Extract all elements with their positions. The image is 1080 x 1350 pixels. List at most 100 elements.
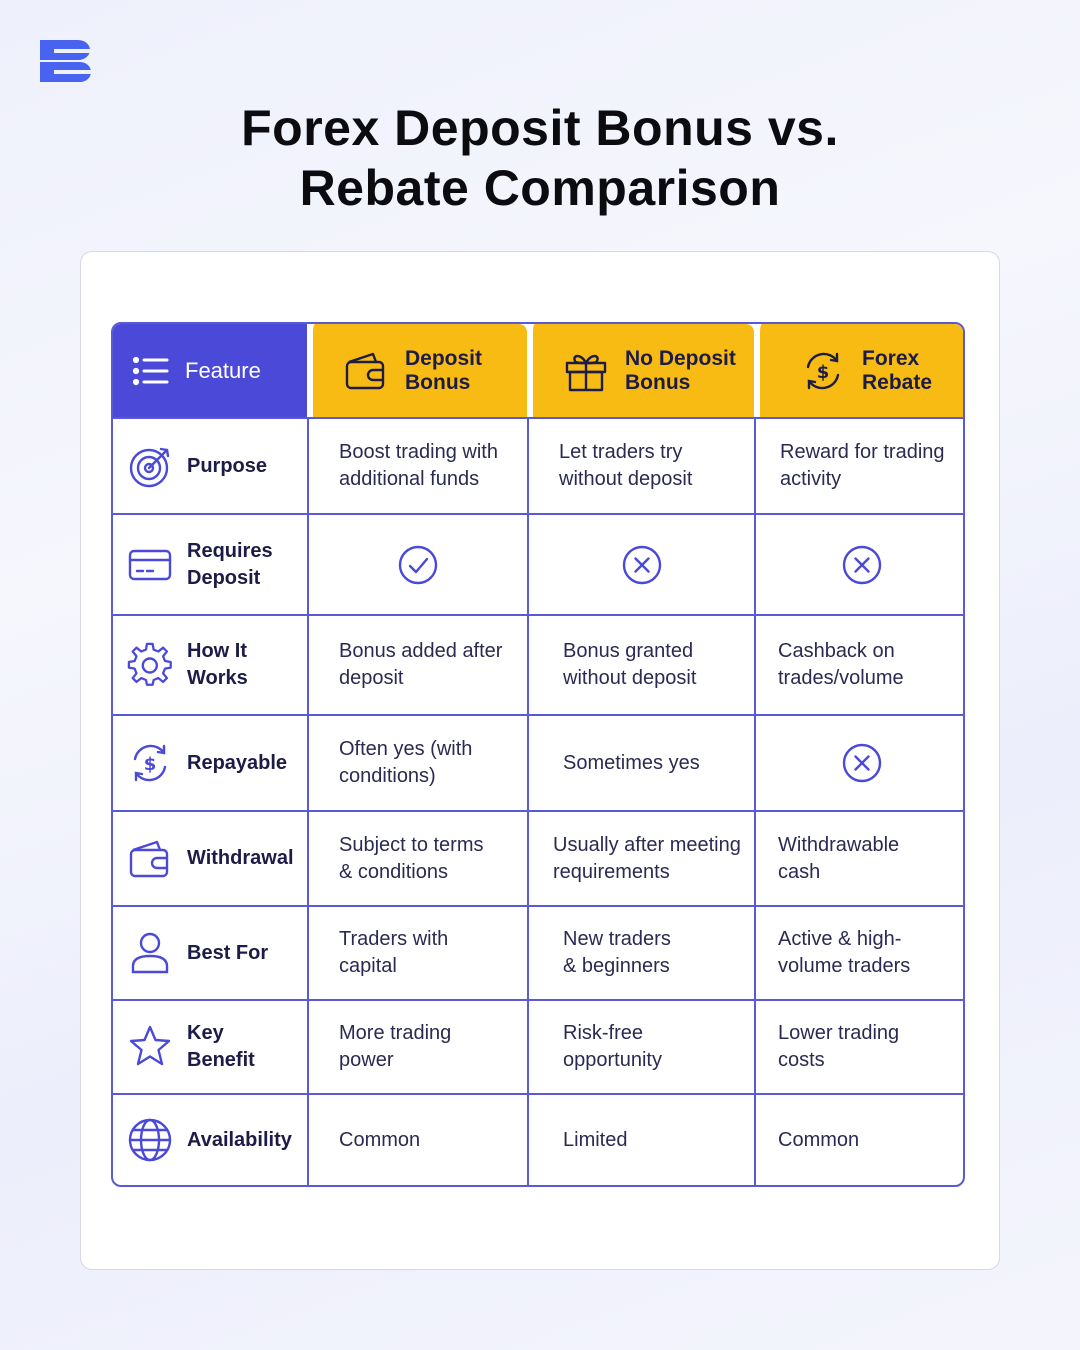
- table-cell: More trading power: [307, 999, 527, 1093]
- table-cell: Usually after meeting requirements: [527, 810, 754, 905]
- header-label-line: No Deposit: [625, 346, 736, 370]
- credit-card-icon: [128, 549, 172, 580]
- cell-line: conditions): [339, 765, 436, 787]
- table-cell: Let traders try without deposit: [527, 417, 754, 513]
- table-cell: Limited: [527, 1093, 754, 1185]
- target-icon: [129, 447, 170, 488]
- header-label-line: Rebate: [862, 370, 933, 394]
- feature-purpose: Purpose: [113, 417, 307, 513]
- cell-line: requirements: [553, 860, 670, 883]
- cell-line: Common: [339, 1128, 421, 1151]
- table-cell: [754, 714, 963, 810]
- table-cell: Often yes (with conditions): [307, 714, 527, 810]
- header-label-line: Bonus: [405, 370, 471, 394]
- cell-line: Risk-free: [563, 1022, 644, 1044]
- cell-line: & conditions: [339, 860, 448, 883]
- cell-line: Sometimes yes: [563, 751, 700, 774]
- check-circle-icon: [398, 545, 438, 584]
- table-cell: Boost trading with additional funds: [307, 417, 527, 513]
- table-cell: Cashback on trades/volume: [754, 614, 963, 714]
- feature-label: Withdrawal: [187, 847, 294, 869]
- title-line-2: Rebate Comparison: [299, 160, 781, 216]
- cell-line: Cashback on: [778, 640, 895, 662]
- cell-line: without deposit: [563, 667, 697, 689]
- header-forex-rebate: $ Forex Rebate: [754, 324, 963, 417]
- feature-best-for: Best For: [113, 905, 307, 999]
- feature-label: Repayable: [187, 751, 288, 774]
- header-feature: Feature: [113, 324, 307, 417]
- header-label-line: Deposit: [405, 346, 483, 370]
- gear-icon: [127, 642, 172, 686]
- globe-icon: [128, 1118, 172, 1162]
- cell-line: Usually after meeting: [553, 833, 741, 856]
- table-cell: [307, 513, 527, 614]
- header-no-deposit-bonus: No Deposit Bonus: [527, 324, 754, 417]
- wallet-icon: [345, 352, 385, 389]
- list-icon: [132, 356, 169, 385]
- feature-label: Best For: [187, 941, 269, 964]
- table-cell: [527, 513, 754, 614]
- cell-line: Bonus granted: [563, 640, 694, 662]
- dollar-cycle-icon: $: [806, 352, 840, 389]
- cell-line: Lower trading: [778, 1022, 900, 1044]
- feature-availability: Availability: [113, 1093, 307, 1185]
- svg-text:$: $: [144, 754, 157, 775]
- table-cell: Sometimes yes: [527, 714, 754, 810]
- dollar-cycle-icon: $: [133, 744, 167, 782]
- cell-line: Traders with: [339, 928, 449, 950]
- table-cell: Bonus added after deposit: [307, 614, 527, 714]
- user-icon: [131, 932, 169, 974]
- header-deposit-bonus: Deposit Bonus: [307, 324, 527, 417]
- feature-label: How It: [187, 640, 247, 662]
- header-label-line: Bonus: [625, 370, 691, 394]
- wallet-icon: [129, 840, 169, 877]
- cell-line: New traders: [563, 928, 671, 950]
- cell-line: Withdrawable: [778, 833, 900, 856]
- header-feature-label: Feature: [185, 357, 261, 383]
- feature-label: Requires: [187, 539, 273, 562]
- table-cell: Bonus granted without deposit: [527, 614, 754, 714]
- cross-circle-icon: [622, 545, 661, 584]
- cell-line: Let traders try: [559, 441, 683, 463]
- cell-line: Bonus added after: [339, 640, 503, 662]
- cell-line: additional funds: [339, 468, 480, 490]
- table-cell: Traders with capital: [307, 905, 527, 999]
- comparison-table: Feature Deposit Bonus No Deposit Bonus $ F…: [111, 322, 965, 1187]
- cell-line: Reward for trading: [780, 441, 945, 463]
- title-line-1: Forex Deposit Bonus vs.: [241, 100, 839, 156]
- cross-circle-icon: [842, 743, 881, 783]
- cell-line: More trading: [339, 1022, 452, 1044]
- feature-label: Works: [187, 667, 248, 689]
- table-cell: Reward for trading activity: [754, 417, 963, 513]
- cell-line: capital: [339, 955, 397, 977]
- feature-key-benefit: Key Benefit: [113, 999, 307, 1093]
- cell-line: Boost trading with: [339, 441, 498, 463]
- cell-line: Often yes (with: [339, 738, 473, 760]
- feature-requires-deposit: Requires Deposit: [113, 513, 307, 614]
- cell-line: power: [339, 1049, 394, 1071]
- cell-line: opportunity: [563, 1049, 662, 1071]
- cell-line: & beginners: [563, 955, 670, 977]
- table-cell: [754, 513, 963, 614]
- feature-label: Purpose: [187, 454, 268, 477]
- table-cell: Active & high-volume traders: [754, 905, 963, 999]
- cell-line: cash: [778, 860, 821, 883]
- cell-line: Subject to terms: [339, 833, 484, 856]
- table-cell: Subject to terms & conditions: [307, 810, 527, 905]
- feature-label: Deposit: [187, 566, 261, 589]
- table-cell: Risk-free opportunity: [527, 999, 754, 1093]
- table-cell: Common: [754, 1093, 963, 1185]
- cell-line: without deposit: [559, 468, 693, 490]
- star-icon: [129, 1025, 171, 1066]
- feature-label: Key Benefit: [187, 1022, 255, 1071]
- table-cell: Common: [307, 1093, 527, 1185]
- table-cell: Lower trading costs: [754, 999, 963, 1093]
- cell-line: deposit: [339, 667, 404, 689]
- cell-line: Limited: [563, 1128, 628, 1151]
- feature-withdrawal: Withdrawal: [113, 810, 307, 905]
- brand-logo-icon: [40, 40, 92, 82]
- svg-text:$: $: [817, 362, 830, 383]
- cell-line: Common: [778, 1128, 860, 1151]
- cell-line: costs: [778, 1049, 825, 1071]
- header-label-line: Forex: [862, 346, 920, 370]
